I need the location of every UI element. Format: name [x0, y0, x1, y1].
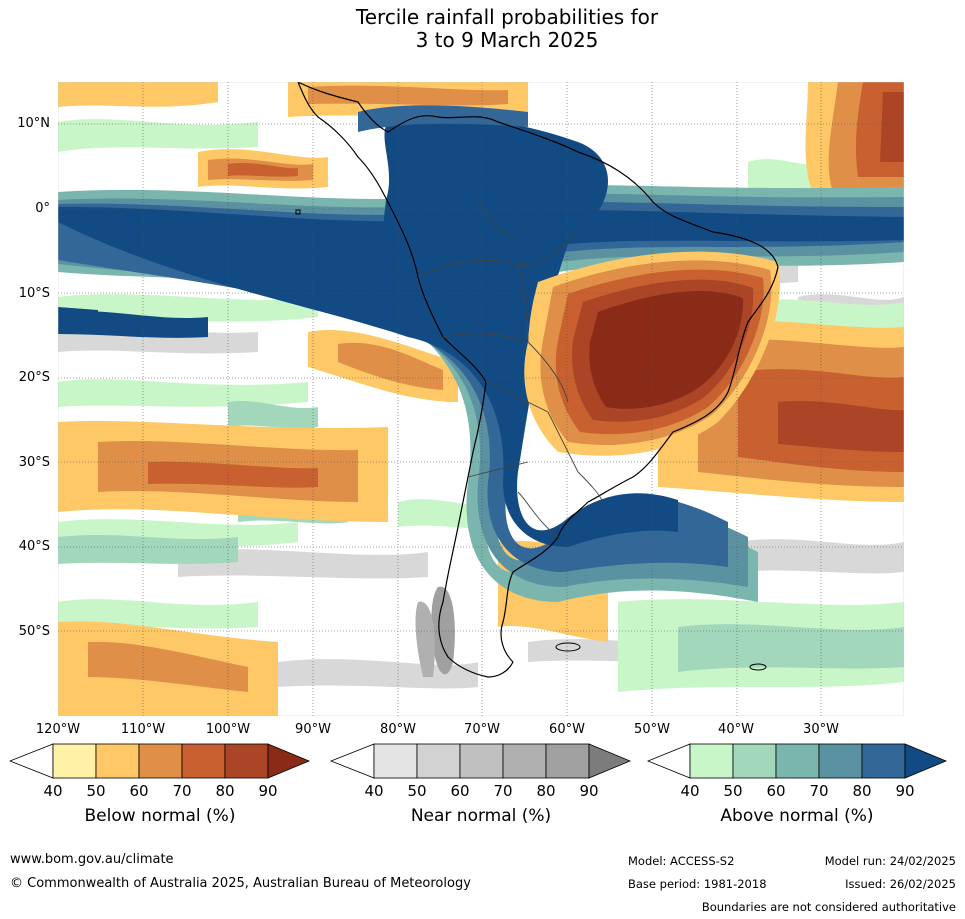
lat-label-50s: 50°S [18, 624, 50, 639]
near-normal-patagonia-area [415, 586, 455, 677]
legend-near-tick: 50 [407, 782, 427, 800]
lon-label-70w: 70°W [464, 722, 500, 737]
falkland-islands [555, 642, 581, 652]
lon-label-50w: 50°W [634, 722, 670, 737]
lat-label-20s: 20°S [18, 370, 50, 385]
legend-below-tick: 90 [258, 782, 278, 800]
lon-label-40w: 40°W [718, 722, 754, 737]
south-georgia-island [749, 663, 767, 671]
lat-label-40s: 40°S [18, 539, 50, 554]
legend-below-normal-caption: Below normal (%) [84, 806, 236, 826]
legend-below-normal [8, 743, 311, 779]
footer-copyright: © Commonwealth of Australia 2025, Austra… [10, 876, 471, 891]
legend-near-tick: 80 [536, 782, 556, 800]
footer-disclaimer: Boundaries are not considered authoritat… [701, 900, 956, 914]
legend-above-tick: 40 [680, 782, 700, 800]
lon-label-60w: 60°W [549, 722, 585, 737]
lon-label-30w: 30°W [803, 722, 839, 737]
lat-label-0: 0° [35, 201, 50, 216]
legend-below-tick: 40 [43, 782, 63, 800]
legend-below-tick: 60 [129, 782, 149, 800]
legend-below-tick: 70 [172, 782, 192, 800]
lon-label-110w: 110°W [120, 722, 166, 737]
legend-near-normal-caption: Near normal (%) [410, 806, 552, 826]
legend-above-tick: 80 [852, 782, 872, 800]
legend-near-tick: 40 [364, 782, 384, 800]
below-normal-brazil-area [524, 251, 780, 456]
below-normal-ocean-areas [58, 82, 904, 716]
south-america-coastline [297, 82, 779, 678]
legend-above-tick: 70 [809, 782, 829, 800]
galapagos-islands [295, 209, 301, 215]
legend-near-normal [329, 743, 632, 779]
footer-base-period: Base period: 1981-2018 [628, 877, 767, 891]
legend-near-tick: 90 [579, 782, 599, 800]
graticule-lines [58, 82, 904, 716]
lat-label-30s: 30°S [18, 455, 50, 470]
legend-above-normal-caption: Above normal (%) [720, 806, 874, 826]
footer-model-run: Model run: 24/02/2025 [824, 854, 956, 868]
footer-website-link[interactable]: www.bom.gov.au/climate [10, 852, 174, 867]
legend-above-tick: 90 [895, 782, 915, 800]
map-title-line-2: 3 to 9 March 2025 [415, 28, 599, 52]
legend-colorbars [8, 743, 948, 779]
lon-label-80w: 80°W [380, 722, 416, 737]
lat-label-10n: 10°N [17, 116, 50, 131]
legend-near-tick: 70 [493, 782, 513, 800]
lon-label-120w: 120°W [35, 722, 81, 737]
legend-above-tick: 60 [766, 782, 786, 800]
legend-near-tick: 60 [450, 782, 470, 800]
country-borders [417, 201, 604, 538]
map-title-line-1: Tercile rainfall probabilities for [355, 5, 659, 29]
legend-below-tick: 80 [215, 782, 235, 800]
footer-model: Model: ACCESS-S2 [628, 854, 735, 868]
lon-label-90w: 90°W [295, 722, 331, 737]
legend-above-normal [646, 743, 948, 779]
footer-issued: Issued: 26/02/2025 [845, 877, 956, 891]
legend-above-tick: 50 [723, 782, 743, 800]
above-normal-medium-areas [58, 400, 904, 672]
legend-below-tick: 50 [86, 782, 106, 800]
lon-label-100w: 100°W [205, 722, 251, 737]
lat-label-10s: 10°S [18, 286, 50, 301]
above-normal-strong-areas [58, 105, 904, 602]
rainfall-probability-map [58, 82, 904, 716]
